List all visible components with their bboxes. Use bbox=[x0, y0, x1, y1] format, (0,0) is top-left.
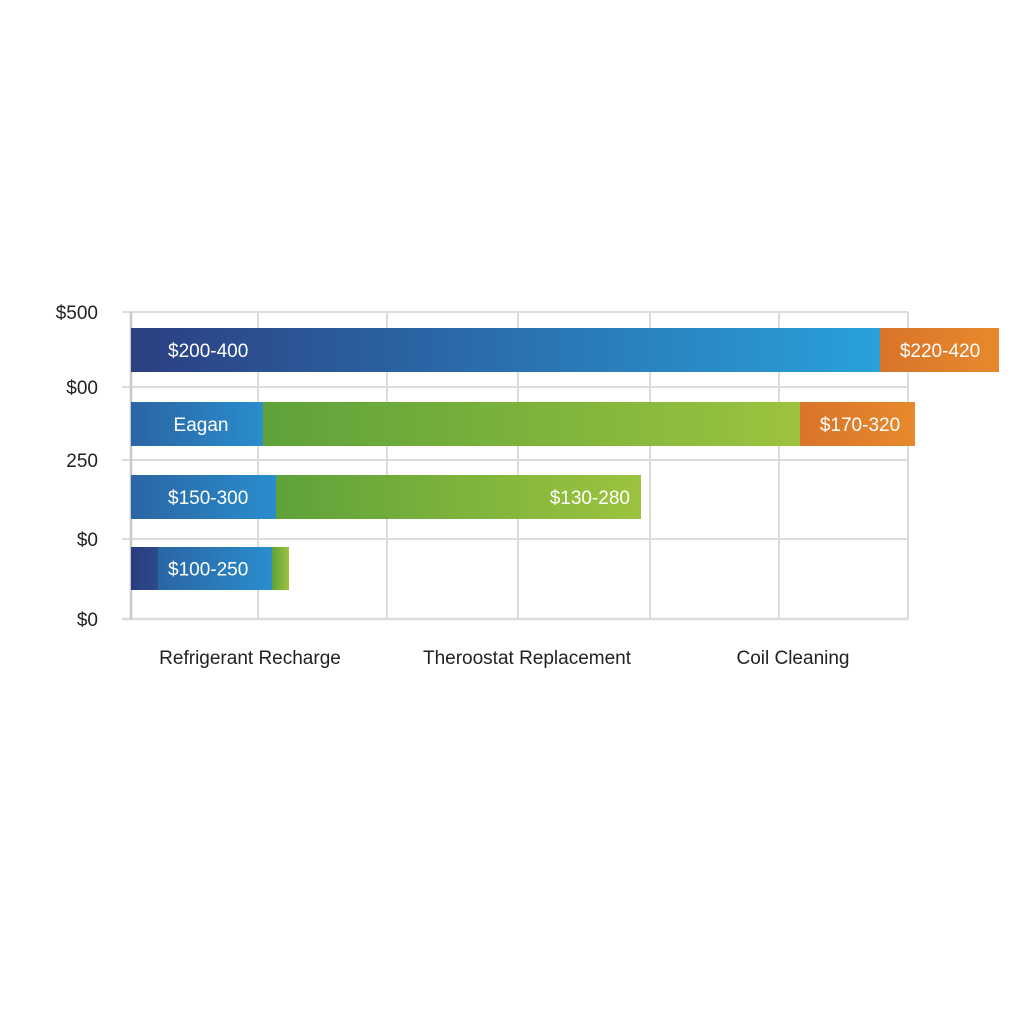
bar-segment-label: $150-300 bbox=[168, 488, 248, 509]
bar-4: $100-250 bbox=[131, 547, 289, 590]
bar-segment-label: $130-280 bbox=[550, 488, 630, 509]
bar-segment-label: $200-400 bbox=[168, 341, 248, 362]
y-axis-ticks: $500 $00 250 $0 $0 bbox=[56, 303, 98, 631]
bar-segment-label: $220-420 bbox=[900, 341, 980, 362]
x-category-label: Coil Cleaning bbox=[736, 648, 849, 669]
bar-segment-green bbox=[272, 547, 289, 590]
bar-3: $150-300 $130-280 bbox=[131, 475, 641, 519]
y-tick-label: $0 bbox=[77, 530, 98, 551]
bar-1: $200-400 $220-420 bbox=[131, 328, 999, 372]
bar-segment-blue bbox=[131, 328, 880, 372]
bar-segment-navy bbox=[131, 547, 158, 590]
bar-segment-green bbox=[276, 475, 641, 519]
bar-segment-label: $100-250 bbox=[168, 560, 248, 581]
y-tick-label: $500 bbox=[56, 303, 98, 324]
x-category-label: Refrigerant Recharge bbox=[159, 648, 341, 669]
bar-segment-blue bbox=[158, 547, 272, 590]
bar-segment-green bbox=[263, 402, 800, 446]
bars: $200-400 $220-420 Eagan $170-320 $150-300 $13… bbox=[131, 328, 999, 590]
y-tick-label: 250 bbox=[66, 451, 98, 472]
bar-segment-orange bbox=[880, 328, 999, 372]
bar-segment-orange bbox=[800, 402, 915, 446]
bar-2: Eagan $170-320 bbox=[131, 402, 915, 446]
y-tick-label: $0 bbox=[77, 610, 98, 631]
bar-segment-blue bbox=[131, 475, 276, 519]
y-tick-label: $00 bbox=[66, 378, 98, 399]
x-category-label: Theroostat Replacement bbox=[423, 648, 632, 669]
bar-segment-blue bbox=[131, 402, 263, 446]
x-axis-labels: Refrigerant Recharge Theroostat Replaceme… bbox=[159, 648, 849, 669]
bar-segment-label: Eagan bbox=[174, 415, 229, 436]
bar-segment-label: $170-320 bbox=[820, 415, 900, 436]
